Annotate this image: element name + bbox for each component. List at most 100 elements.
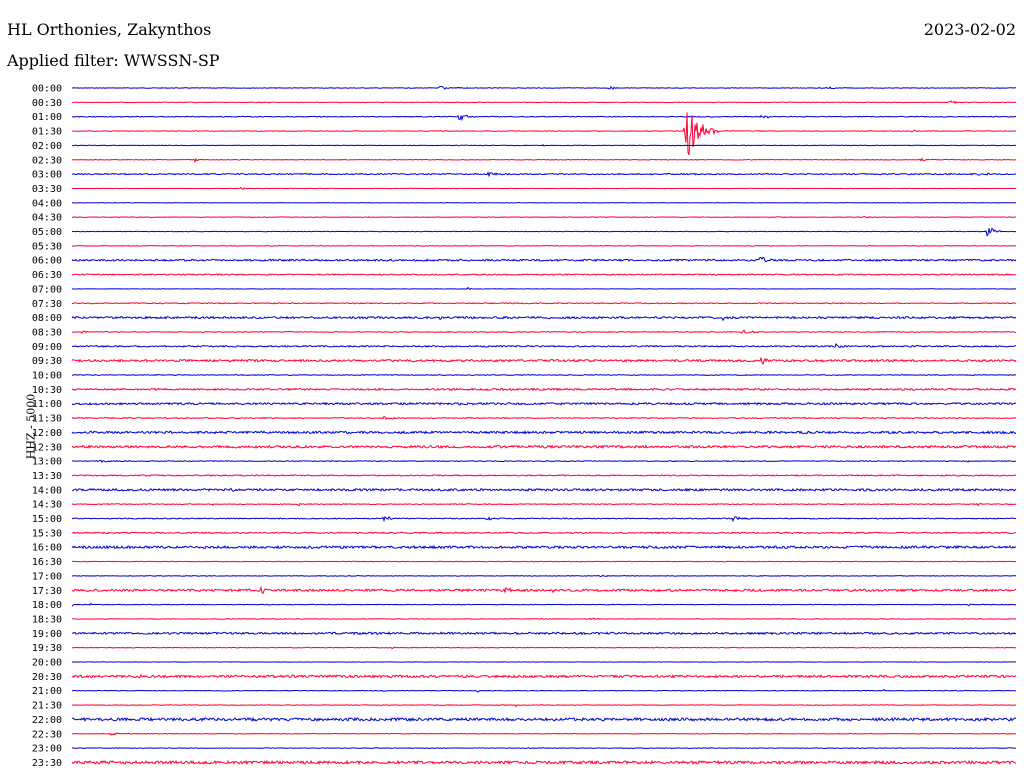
time-label-group: 00:00 00:30 01:00 01:30 02:00 02:30 03:00 03:30… bbox=[32, 84, 62, 769]
date-label: 2023-02-02 bbox=[923, 20, 1016, 39]
time-label: 00:30 bbox=[32, 98, 62, 109]
trace-line bbox=[71, 602, 1017, 607]
time-label: 10:00 bbox=[32, 371, 62, 382]
trace-line bbox=[71, 401, 1017, 406]
trace-group bbox=[71, 85, 1017, 766]
time-label: 14:30 bbox=[32, 500, 62, 511]
time-label: 08:30 bbox=[32, 327, 62, 338]
trace-line bbox=[71, 415, 1017, 420]
trace-line bbox=[71, 329, 1017, 334]
trace-line bbox=[71, 544, 1017, 550]
time-label: 09:00 bbox=[32, 342, 62, 353]
trace-line bbox=[71, 474, 1017, 477]
trace-line bbox=[71, 315, 1017, 322]
time-label: 21:00 bbox=[32, 686, 62, 697]
trace-line bbox=[71, 215, 1017, 219]
time-label: 13:30 bbox=[32, 471, 62, 482]
time-label: 20:00 bbox=[32, 658, 62, 669]
trace-line bbox=[71, 646, 1017, 650]
time-label: 15:00 bbox=[32, 514, 62, 525]
trace-line bbox=[71, 112, 1017, 156]
time-label: 15:30 bbox=[32, 528, 62, 539]
trace-line bbox=[71, 85, 1017, 90]
trace-line bbox=[71, 157, 1017, 163]
time-label: 17:30 bbox=[32, 586, 62, 597]
time-label: 22:30 bbox=[32, 729, 62, 740]
trace-line bbox=[71, 444, 1017, 450]
trace-line bbox=[71, 759, 1017, 766]
trace-line bbox=[71, 387, 1017, 392]
time-label: 02:00 bbox=[32, 141, 62, 152]
time-label: 06:00 bbox=[32, 256, 62, 267]
time-label: 00:00 bbox=[32, 84, 62, 95]
trace-line bbox=[71, 273, 1017, 276]
time-label: 16:30 bbox=[32, 557, 62, 568]
time-label: 03:30 bbox=[32, 184, 62, 195]
trace-line bbox=[71, 617, 1017, 621]
trace-line bbox=[71, 186, 1017, 191]
trace-line bbox=[71, 716, 1017, 722]
trace-line bbox=[71, 704, 1017, 708]
time-label: 04:00 bbox=[32, 198, 62, 209]
trace-line bbox=[71, 302, 1017, 305]
time-label: 23:00 bbox=[32, 744, 62, 755]
time-label: 19:30 bbox=[32, 643, 62, 654]
trace-line bbox=[71, 114, 1017, 122]
time-label: 12:30 bbox=[32, 442, 62, 453]
trace-line bbox=[71, 430, 1017, 435]
trace-line bbox=[71, 747, 1017, 749]
time-label: 11:00 bbox=[32, 399, 62, 410]
time-label: 11:30 bbox=[32, 414, 62, 425]
time-label: 05:30 bbox=[32, 241, 62, 252]
trace-line bbox=[71, 144, 1017, 147]
trace-line bbox=[71, 574, 1017, 577]
trace-line bbox=[71, 515, 1017, 523]
time-label: 20:30 bbox=[32, 672, 62, 683]
time-label: 03:00 bbox=[32, 170, 62, 181]
time-label: 16:00 bbox=[32, 543, 62, 554]
trace-line bbox=[71, 171, 1017, 178]
trace-line bbox=[71, 502, 1017, 507]
trace-line bbox=[71, 256, 1017, 263]
filter-label: Applied filter: WWSSN-SP bbox=[7, 51, 220, 70]
trace-line bbox=[71, 585, 1017, 595]
time-label: 13:00 bbox=[32, 457, 62, 468]
time-label: 17:00 bbox=[32, 571, 62, 582]
time-label: 08:00 bbox=[32, 313, 62, 324]
trace-line bbox=[71, 227, 1017, 237]
time-label: 23:30 bbox=[32, 758, 62, 769]
trace-line bbox=[71, 244, 1017, 247]
trace-line bbox=[71, 100, 1017, 105]
station-title: HL Orthonies, Zakynthos bbox=[7, 20, 212, 39]
trace-line bbox=[71, 688, 1017, 693]
time-label: 07:30 bbox=[32, 299, 62, 310]
time-label: 02:30 bbox=[32, 155, 62, 166]
time-label: 19:00 bbox=[32, 629, 62, 640]
time-label: 21:30 bbox=[32, 701, 62, 712]
time-label: 18:30 bbox=[32, 614, 62, 625]
time-label: 06:30 bbox=[32, 270, 62, 281]
trace-line bbox=[71, 373, 1017, 377]
time-label: 05:00 bbox=[32, 227, 62, 238]
trace-line bbox=[71, 531, 1017, 535]
time-label: 14:00 bbox=[32, 485, 62, 496]
trace-line bbox=[71, 342, 1017, 349]
trace-line bbox=[71, 356, 1017, 366]
trace-line bbox=[71, 459, 1017, 464]
time-label: 12:00 bbox=[32, 428, 62, 439]
trace-line bbox=[71, 487, 1017, 492]
time-label: 07:00 bbox=[32, 284, 62, 295]
trace-line bbox=[71, 286, 1017, 291]
time-label: 10:30 bbox=[32, 385, 62, 396]
trace-line bbox=[71, 673, 1017, 679]
time-label: 04:30 bbox=[32, 213, 62, 224]
trace-line bbox=[71, 732, 1017, 736]
trace-line bbox=[71, 560, 1017, 563]
time-label: 01:00 bbox=[32, 112, 62, 123]
time-label: 09:30 bbox=[32, 356, 62, 367]
time-label: 18:00 bbox=[32, 600, 62, 611]
time-label: 01:30 bbox=[32, 127, 62, 138]
time-label: 22:00 bbox=[32, 715, 62, 726]
trace-line bbox=[71, 631, 1017, 636]
